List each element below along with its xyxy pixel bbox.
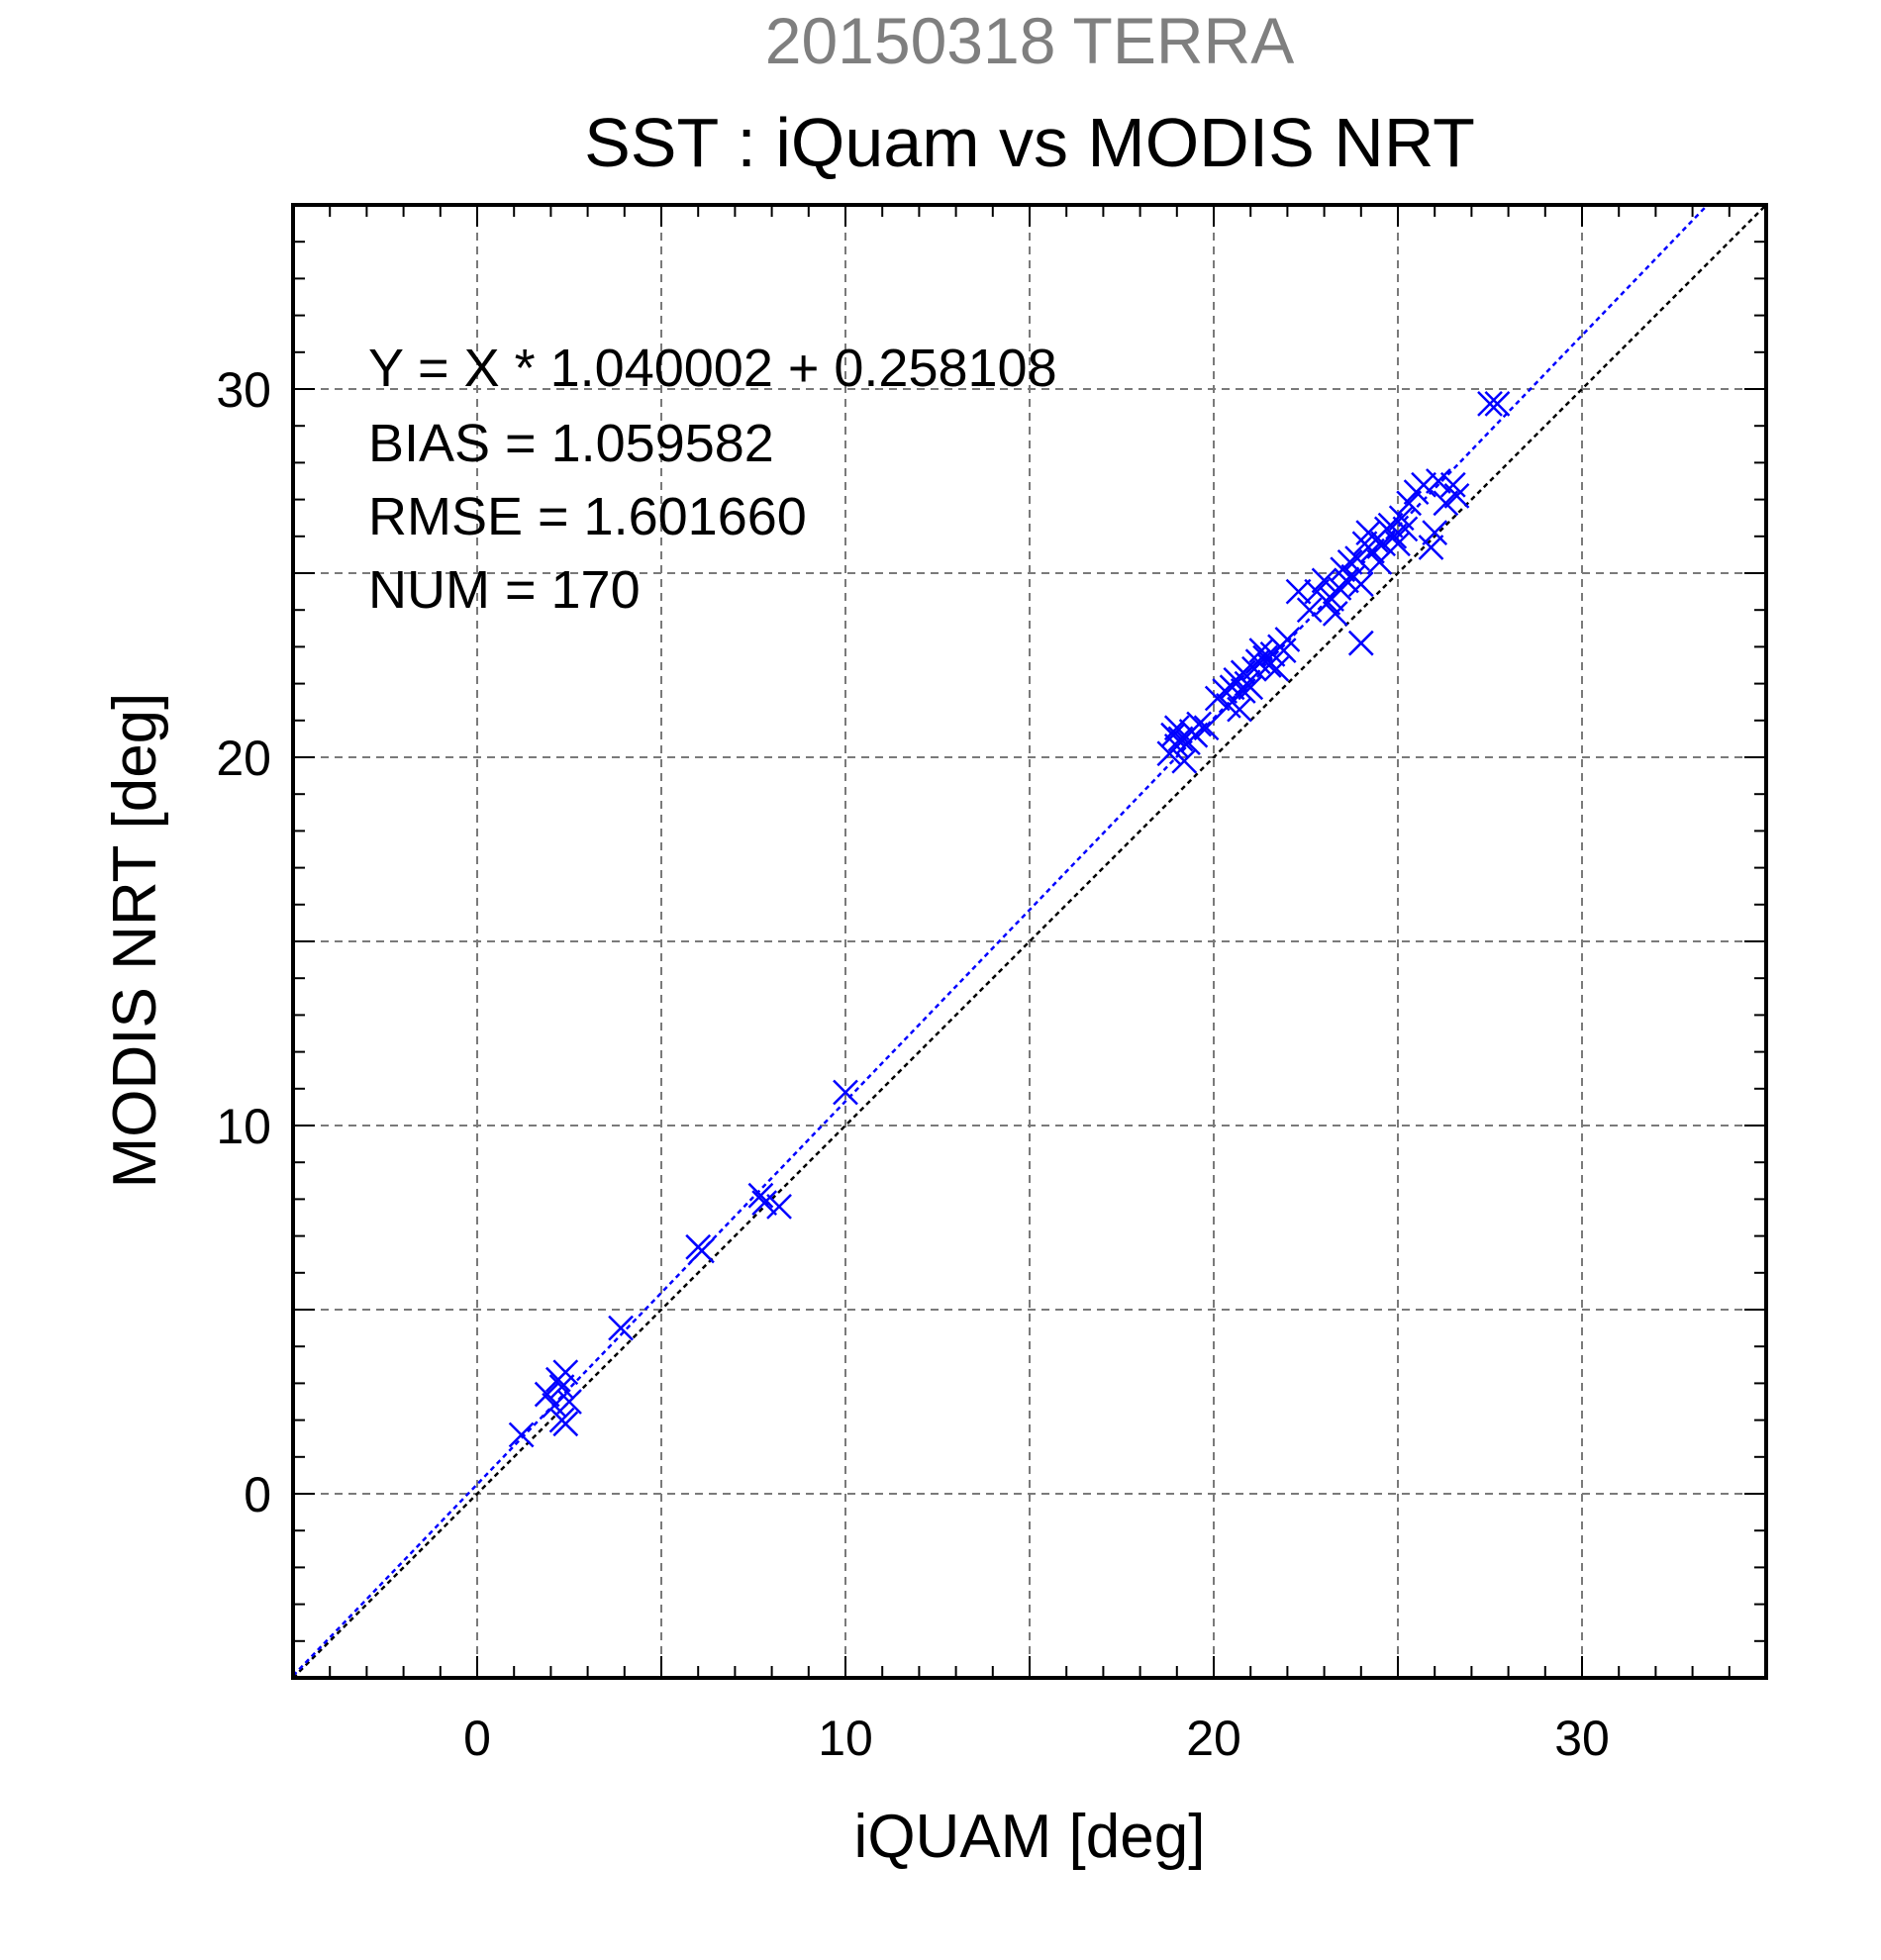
reference-lines [292,204,1767,1679]
x-tick-label: 10 [818,1711,873,1766]
grid-lines [293,205,1766,1678]
data-point [1347,571,1374,598]
data-point [1274,627,1301,652]
data-point [833,1079,858,1106]
chart-suptitle: 20150318 TERRA [765,4,1294,77]
data-point [548,1374,575,1401]
data-point [1322,601,1348,627]
data-point [542,1392,568,1419]
data-point [1422,520,1448,545]
data-point [1411,471,1436,498]
x-axis-label: iQUAM [deg] [854,1803,1206,1871]
stats-line-num: NUM = 170 [368,560,641,620]
data-point [1347,630,1374,656]
data-point [1433,490,1459,517]
tick-labels: 0 0 10 10 20 20 30 30 [216,362,1609,1766]
data-point [689,1237,715,1264]
y-tick-label: 20 [216,731,271,786]
data-point [1477,390,1503,417]
data-point [1443,482,1470,509]
chart-title: SST : iQuam vs MODIS NRT [584,104,1475,181]
stats-line-equation: Y = X * 1.040002 + 0.258108 [368,339,1057,398]
y-tick-label: 10 [216,1099,271,1154]
data-point [1426,468,1451,494]
data-point [1167,726,1194,752]
data-point [1370,531,1397,557]
data-point [1336,548,1363,575]
data-point [1263,655,1290,682]
data-point [1418,535,1444,560]
data-point [552,1359,579,1386]
x-tick-label: 30 [1554,1711,1610,1766]
data-point [1186,711,1213,737]
data-point [747,1182,774,1209]
data-point [508,1421,535,1448]
y-axis-label: MODIS NRT [deg] [101,693,169,1189]
data-point [766,1193,792,1220]
data-point [1230,678,1256,704]
data-point [1385,531,1411,557]
x-tick-label: 20 [1186,1711,1241,1766]
data-point [1381,523,1408,549]
stats-line-bias: BIAS = 1.059582 [368,414,774,473]
data-point [552,1411,579,1437]
data-points [508,390,1511,1448]
data-point [1193,715,1220,741]
data-point [1396,490,1423,517]
data-point [534,1381,560,1408]
y-tick-label: 30 [216,362,271,418]
regression-line [292,204,1709,1677]
data-point [608,1315,634,1341]
x-tick-label: 0 [463,1711,491,1766]
data-point [556,1389,582,1415]
data-point [1319,586,1344,612]
data-point [1296,597,1323,624]
data-point [1484,390,1511,417]
data-point [751,1190,778,1217]
data-point [1311,567,1337,594]
data-point [1392,516,1419,542]
y-tick-label: 0 [244,1467,271,1522]
data-point [1285,578,1312,605]
axis-ticks [292,204,1767,1679]
stats-line-rmse: RMSE = 1.601660 [368,487,807,546]
